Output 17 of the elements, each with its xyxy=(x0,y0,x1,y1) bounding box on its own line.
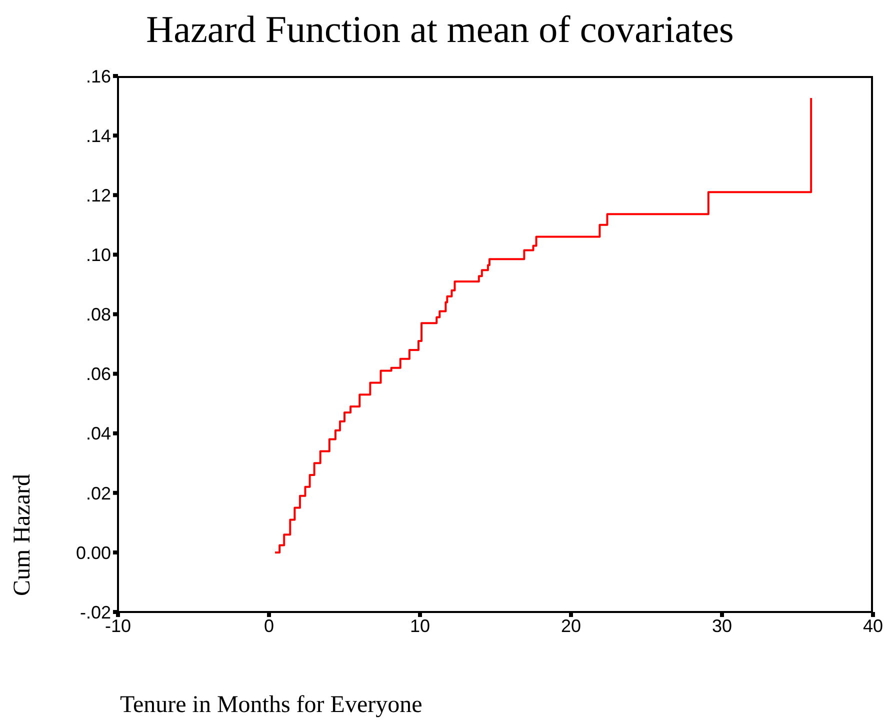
x-tick-label: 30 xyxy=(712,616,732,636)
y-tick-label: .02 xyxy=(86,483,111,504)
x-tick-label: 40 xyxy=(862,616,884,636)
x-tick-label: 10 xyxy=(410,616,430,636)
y-axis-title: Cum Hazard xyxy=(10,474,36,596)
x-axis-title: Tenure in Months for Everyone xyxy=(120,692,422,719)
y-tick-label: .08 xyxy=(86,304,111,325)
y-tick-label: .04 xyxy=(86,424,111,444)
y-tick-label: .16 xyxy=(86,66,111,86)
chart-title: Hazard Function at mean of covariates xyxy=(145,8,735,52)
y-tick-label: .12 xyxy=(86,186,111,206)
y-tick-label: .10 xyxy=(86,245,111,266)
x-tick-label: 0 xyxy=(264,616,274,636)
x-tick-label: 20 xyxy=(560,616,582,636)
y-tick-label: 0.00 xyxy=(76,542,111,563)
y-tick-label: .14 xyxy=(86,126,111,146)
y-tick-label: .06 xyxy=(86,364,111,384)
